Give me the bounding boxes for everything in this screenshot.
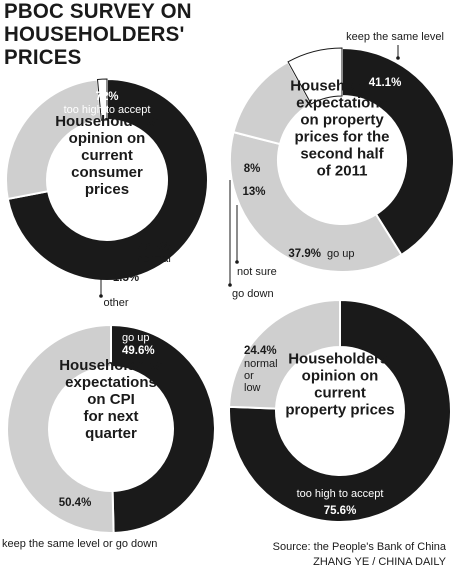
slice-go-up — [229, 130, 403, 273]
slice-go-up — [110, 323, 216, 534]
slice-normal — [5, 78, 103, 201]
category-label-other: other — [103, 297, 128, 309]
slice-normal-or-low — [228, 298, 341, 410]
source-note: Source: the People's Bank of China — [272, 541, 446, 553]
slice-keep-the-same-level-or-go-down — [6, 323, 115, 534]
category-label-too-high-to-accept: too high to accept — [297, 488, 384, 500]
donut-title: Householders' expectations on property pric… — [290, 78, 394, 180]
category-label-go-down: go down — [232, 288, 274, 300]
slice-too-high-to-accept — [228, 298, 452, 523]
slice-keep-the-same-level — [341, 46, 455, 257]
donut-chart-1: Householders' opinion on current consumer pr… — [5, 77, 209, 309]
value-label-keep-the-same-level-or-go-down: 50.4% — [59, 497, 92, 509]
donut-title: Householders' opinion on current property p… — [285, 351, 394, 419]
value-label-go-up: 37.9% — [288, 248, 321, 260]
value-label-too-high-to-accept: 75.6% — [324, 505, 357, 517]
category-label-normal-or-low: normal — [244, 358, 278, 370]
slice-too-high-to-accept — [6, 77, 209, 282]
category-label-go-up: go up — [327, 248, 355, 260]
leader-dot — [228, 283, 232, 287]
donut-chart-2: Householders' expectations on property pric… — [228, 31, 455, 300]
category-label-keep-the-same-level: keep the same level — [346, 31, 444, 43]
leader-dot — [235, 260, 239, 264]
value-label-go-down: 13% — [242, 186, 265, 198]
category-label-normal: normal — [137, 253, 171, 265]
leader-dot — [99, 294, 103, 298]
value-label-other: 1.5% — [113, 272, 139, 284]
donut-title: Householders' expectations on CPI for next q… — [59, 357, 163, 442]
category-label-too-high-to-accept: too high to accept — [64, 104, 151, 116]
category-label-not-sure: not sure — [237, 266, 277, 278]
category-label-normal-or-low: low — [244, 382, 261, 394]
category-label-go-up: go up — [122, 332, 150, 344]
donut-title: Householders' opinion on current consumer pr… — [55, 113, 159, 198]
category-label-keep-the-same-level-or-go-down: keep the same level or go down — [2, 538, 157, 550]
value-label-go-up: 49.6% — [122, 345, 155, 357]
donut-chart-3: Householders' expectations on CPI for next q… — [2, 323, 216, 550]
credit-line: ZHANG YE / CHINA DAILY — [313, 556, 446, 568]
value-label-normal: 26.5% — [138, 241, 171, 253]
value-label-too-high-to-accept: 72% — [95, 91, 118, 103]
donut-chart-4: Householders' opinion on current property p… — [228, 298, 452, 523]
leader-dot — [396, 56, 400, 60]
slice-other — [96, 78, 108, 121]
value-label-not-sure: 8% — [244, 163, 261, 175]
category-label-normal-or-low: or — [244, 370, 254, 382]
value-label-keep-the-same-level: 41.1% — [369, 77, 402, 89]
page-title: PBOC SURVEY ON HOUSEHOLDERS' PRICES — [4, 0, 192, 70]
value-label-normal-or-low: 24.4% — [244, 345, 277, 357]
slice-not-sure — [287, 47, 343, 105]
